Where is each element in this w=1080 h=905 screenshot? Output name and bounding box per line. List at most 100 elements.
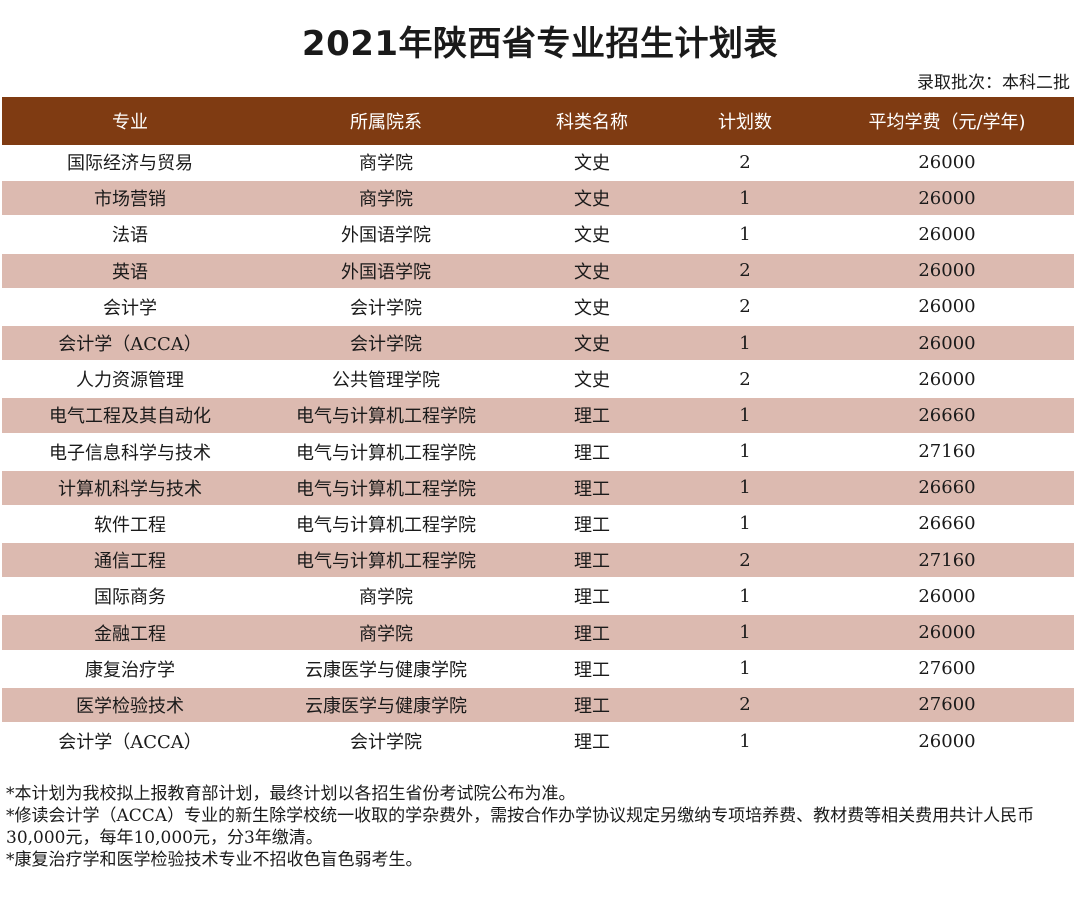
cell-department: 外国语学院 (341, 225, 431, 247)
cell-tuition: 26000 (820, 252, 1074, 289)
cell-category: 文史 (574, 297, 610, 319)
table-row: 国际商务 商学院 理工 1 26000 (2, 578, 1074, 615)
cell-tuition: 26000 (820, 324, 1074, 362)
cell-major: 人力资源管理 (76, 370, 184, 392)
cell-major: 金融工程 (2, 614, 258, 651)
cell-category: 文史 (574, 370, 610, 392)
cell-tuition: 26660 (820, 397, 1074, 434)
cell-tuition: 26000 (918, 296, 976, 318)
table-row: 英语 外国语学院 文史 2 26000 (2, 252, 1074, 289)
cell-tuition: 26000 (918, 151, 976, 173)
batch-label: 录取批次：本科二批 (917, 73, 1070, 93)
cell-plan-count: 2 (670, 542, 820, 579)
cell-tuition: 27600 (820, 686, 1074, 723)
cell-tuition: 26000 (918, 585, 976, 607)
cell-category: 理工 (574, 732, 610, 754)
cell-category: 文史 (574, 153, 610, 175)
cell-major: 会计学（ACCA） (2, 324, 258, 362)
table-row: 计算机科学与技术 电气与计算机工程学院 理工 1 26660 (2, 469, 1074, 506)
cell-department: 云康医学与健康学院 (258, 686, 514, 723)
table-row: 医学检验技术 云康医学与健康学院 理工 2 27600 (2, 686, 1074, 723)
cell-category: 文史 (514, 324, 670, 362)
cell-department: 商学院 (258, 180, 514, 217)
cell-major: 国际经济与贸易 (67, 153, 193, 175)
cell-major: 市场营销 (2, 180, 258, 217)
cell-major: 英语 (2, 252, 258, 289)
cell-plan-count: 1 (739, 223, 751, 245)
table-row: 电子信息科学与技术 电气与计算机工程学院 理工 1 27160 (2, 434, 1074, 470)
table-row: 通信工程 电气与计算机工程学院 理工 2 27160 (2, 542, 1074, 579)
cell-plan-count: 2 (739, 151, 751, 173)
cell-tuition: 26660 (918, 513, 976, 535)
cell-department: 外国语学院 (258, 252, 514, 289)
cell-plan-count: 2 (670, 686, 820, 723)
cell-category: 理工 (574, 514, 610, 536)
note-2: *修读会计学（ACCA）专业的新生除学校统一收取的学杂费外，需按合作办学协议规定… (6, 806, 1035, 848)
cell-major: 国际商务 (94, 587, 166, 609)
cell-plan-count: 1 (739, 513, 751, 535)
note-1: *本计划为我校拟上报教育部计划，最终计划以各招生省份考试院公布为准。 (6, 784, 576, 804)
cell-major: 康复治疗学 (85, 659, 175, 681)
header-category: 科类名称 (514, 97, 670, 145)
cell-plan-count: 1 (670, 324, 820, 362)
cell-department: 商学院 (258, 614, 514, 651)
cell-major: 医学检验技术 (2, 686, 258, 723)
cell-category: 理工 (514, 686, 670, 723)
table-row: 金融工程 商学院 理工 1 26000 (2, 614, 1074, 651)
cell-department: 电气与计算机工程学院 (258, 469, 514, 506)
cell-plan-count: 1 (670, 180, 820, 217)
cell-tuition: 26000 (918, 730, 976, 752)
cell-tuition: 26660 (820, 469, 1074, 506)
cell-category: 理工 (574, 659, 610, 681)
cell-category: 理工 (514, 614, 670, 651)
cell-department: 云康医学与健康学院 (305, 659, 467, 681)
header-department: 所属院系 (258, 97, 514, 145)
cell-department: 电气与计算机工程学院 (296, 442, 476, 464)
cell-department: 会计学院 (350, 732, 422, 754)
page-title: 2021年陕西省专业招生计划表 (301, 24, 779, 64)
table-row: 法语 外国语学院 文史 1 26000 (2, 216, 1074, 253)
cell-plan-count: 1 (670, 614, 820, 651)
table-row: 电气工程及其自动化 电气与计算机工程学院 理工 1 26660 (2, 397, 1074, 434)
cell-tuition: 26000 (918, 223, 976, 245)
table-header-row: 专业 所属院系 科类名称 计划数 平均学费（元/学年) (2, 97, 1074, 145)
cell-category: 文史 (514, 252, 670, 289)
cell-plan-count: 2 (739, 368, 751, 390)
cell-plan-count: 2 (670, 252, 820, 289)
table-row: 会计学 会计学院 文史 2 26000 (2, 289, 1074, 325)
cell-tuition: 26000 (918, 368, 976, 390)
table-row: 会计学（ACCA） 会计学院 文史 1 26000 (2, 324, 1074, 362)
cell-major: 电气工程及其自动化 (2, 397, 258, 434)
cell-plan-count: 1 (739, 730, 751, 752)
cell-department: 电气与计算机工程学院 (258, 397, 514, 434)
cell-department: 公共管理学院 (332, 370, 440, 392)
cell-major: 法语 (112, 225, 148, 247)
table-row: 市场营销 商学院 文史 1 26000 (2, 180, 1074, 217)
notes: *本计划为我校拟上报教育部计划，最终计划以各招生省份考试院公布为准。 *修读会计… (6, 783, 1072, 871)
table-row: 软件工程 电气与计算机工程学院 理工 1 26660 (2, 506, 1074, 543)
cell-major: 会计学（ACCA） (58, 732, 202, 754)
cell-major: 会计学 (103, 297, 157, 319)
cell-tuition: 27160 (820, 542, 1074, 579)
cell-plan-count: 1 (739, 441, 751, 463)
cell-major: 计算机科学与技术 (2, 469, 258, 506)
cell-department: 电气与计算机工程学院 (258, 542, 514, 579)
header-plan-count: 计划数 (670, 97, 820, 145)
cell-category: 理工 (514, 469, 670, 506)
header-tuition: 平均学费（元/学年) (820, 97, 1074, 145)
table-body: 国际经济与贸易 商学院 文史 2 26000 市场营销 商学院 文史 1 26000 法语 外国语学院… (2, 145, 1074, 760)
cell-tuition: 26000 (820, 180, 1074, 217)
table-row: 人力资源管理 公共管理学院 文史 2 26000 (2, 361, 1074, 398)
cell-department: 电气与计算机工程学院 (296, 514, 476, 536)
table-row: 会计学（ACCA） 会计学院 理工 1 26000 (2, 723, 1074, 760)
table-row: 康复治疗学 云康医学与健康学院 理工 1 27600 (2, 651, 1074, 687)
table-row: 国际经济与贸易 商学院 文史 2 26000 (2, 145, 1074, 181)
cell-department: 商学院 (359, 587, 413, 609)
cell-category: 理工 (514, 542, 670, 579)
cell-category: 理工 (574, 587, 610, 609)
cell-plan-count: 1 (670, 397, 820, 434)
cell-department: 商学院 (359, 153, 413, 175)
cell-plan-count: 2 (739, 296, 751, 318)
cell-major: 电子信息科学与技术 (49, 442, 211, 464)
header-major: 专业 (2, 97, 258, 145)
